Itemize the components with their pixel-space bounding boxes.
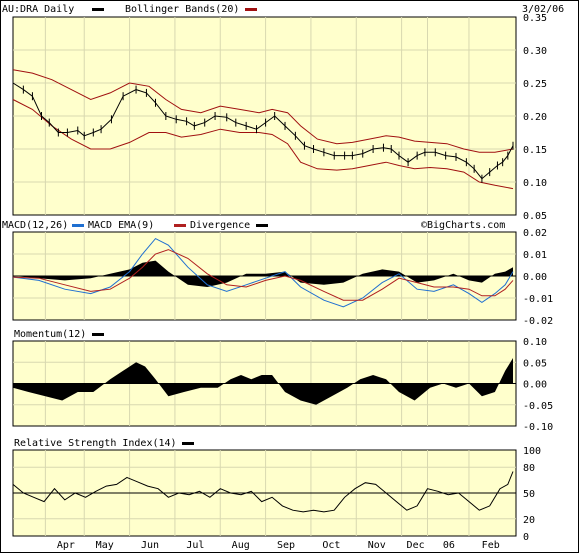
y-tick-label: 0.10 — [523, 178, 547, 189]
y-tick-label: 0.01 — [523, 250, 547, 261]
momentum-legend-swatch — [92, 333, 104, 336]
y-tick-label: 0.20 — [523, 112, 547, 123]
y-tick-label: -0.01 — [523, 294, 553, 305]
y-tick-label: 50 — [523, 489, 535, 500]
y-tick-label: 0.00 — [523, 272, 547, 283]
y-tick-label: 0.30 — [523, 46, 547, 57]
macd-series — [12, 237, 516, 308]
price-y-ticks: 0.35 0.30 0.25 0.20 0.15 0.10 0.05 — [523, 13, 547, 222]
x-tick-label: Nov — [368, 540, 386, 551]
bollinger-legend-swatch — [245, 8, 257, 11]
bollinger-legend: Bollinger Bands(20) — [125, 4, 239, 15]
x-tick-label: Feb — [482, 540, 500, 551]
price-series — [12, 69, 514, 190]
x-tick-label: 06 — [443, 540, 455, 551]
macd-legend-swatch — [72, 224, 84, 227]
y-tick-label: 0.05 — [523, 358, 547, 369]
macd-ema-line — [12, 249, 514, 301]
y-tick-label: 0.00 — [523, 380, 547, 391]
bollinger-lower-line — [12, 99, 514, 190]
y-tick-label: 0.10 — [523, 337, 547, 348]
y-tick-label: 80 — [523, 463, 535, 474]
y-tick-label: 20 — [523, 515, 535, 526]
x-tick-label: Jul — [186, 540, 204, 551]
divergence-legend-swatch — [256, 224, 268, 227]
price-title: AU:DRA Daily — [2, 4, 74, 15]
bollinger-upper-line — [12, 69, 514, 153]
momentum-y-ticks: 0.10 0.05 0.00 -0.05 -0.10 — [523, 337, 553, 433]
y-tick-label: 0.35 — [523, 13, 547, 24]
y-tick-label: 0 — [523, 532, 529, 543]
chart-date: 3/02/06 — [522, 4, 564, 15]
y-tick-label: 100 — [523, 446, 541, 457]
watermark: ©BigCharts.com — [421, 220, 505, 231]
price-legend-swatch — [92, 8, 104, 11]
y-tick-label: 0.02 — [523, 228, 547, 239]
divergence-area — [13, 260, 513, 287]
x-tick-label: Jun — [141, 540, 159, 551]
x-tick-label: May — [96, 540, 114, 551]
rsi-line — [12, 471, 514, 513]
rsi-title: Relative Strength Index(14) — [14, 438, 177, 449]
rsi-series — [12, 471, 516, 513]
macd-ema-legend-swatch — [174, 224, 186, 227]
x-tick-label: Aug — [232, 540, 250, 551]
y-tick-label: 0.05 — [523, 211, 547, 222]
rsi-legend-swatch — [182, 442, 194, 445]
price-grid — [13, 17, 516, 215]
x-tick-label: Oct — [322, 540, 340, 551]
y-tick-label: -0.05 — [523, 401, 553, 412]
x-tick-label: Dec — [407, 540, 425, 551]
y-tick-label: -0.10 — [523, 422, 553, 433]
x-tick-label: Apr — [57, 540, 75, 551]
x-tick-label: Sep — [277, 540, 295, 551]
momentum-series — [13, 358, 516, 405]
y-tick-label: 0.15 — [523, 145, 547, 156]
macd-y-ticks: 0.02 0.01 0.00 -0.01 -0.02 — [523, 228, 553, 327]
momentum-title: Momentum(12) — [14, 329, 86, 340]
rsi-y-ticks: 100 80 50 20 0 — [523, 446, 541, 543]
y-tick-label: 0.25 — [523, 79, 547, 90]
y-tick-label: -0.02 — [523, 316, 553, 327]
divergence-legend: Divergence — [190, 220, 250, 231]
macd-title: MACD(12,26) — [2, 220, 68, 231]
momentum-area — [13, 358, 513, 405]
x-axis-labels: Apr May Jun Jul Aug Sep Oct Nov Dec 06 Feb — [57, 540, 500, 551]
macd-ema-legend: MACD EMA(9) — [88, 220, 154, 231]
